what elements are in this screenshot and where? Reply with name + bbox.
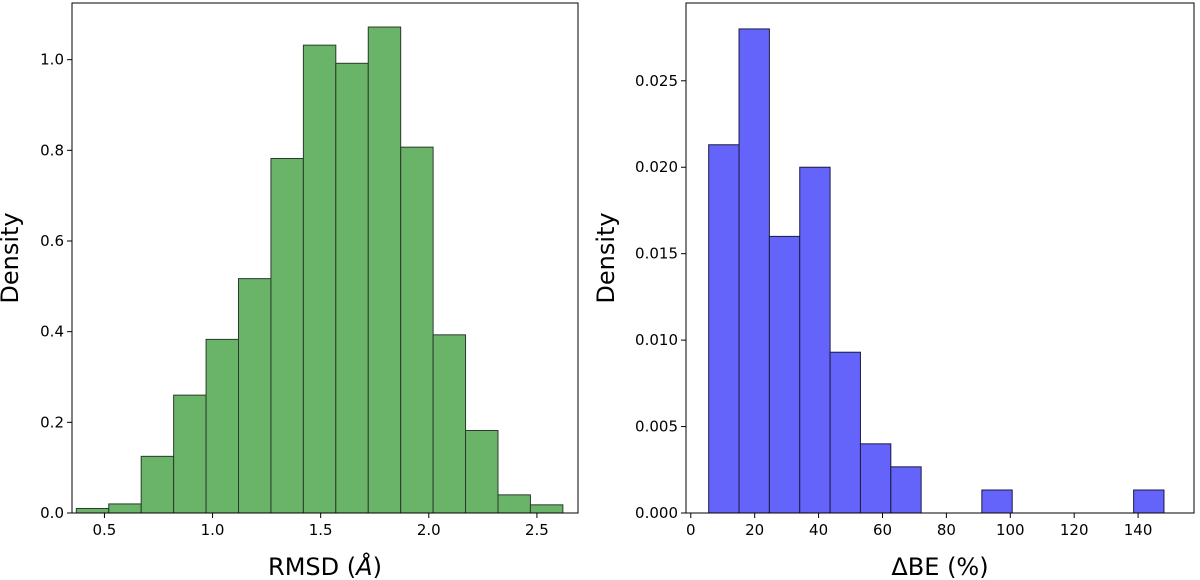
delta-be-x-tick-label: 80 [937,521,956,539]
delta-be-x-tick-label: 140 [1124,521,1153,539]
delta-be-bar-4 [829,351,861,514]
rmsd-bar-3 [173,394,207,514]
delta-be-x-axis-label: ΔBE (%) [891,553,988,580]
rmsd-bar-11 [432,334,467,514]
rmsd-bar-2 [140,455,175,514]
delta-be-y-axis-label: Density [592,212,620,303]
rmsd-y-axis: 0.0 0.2 0.4 0.6 0.8 1.0 [40,51,72,522]
rmsd-bars [75,26,564,514]
rmsd-y-axis-label: Density [0,212,24,303]
rmsd-plot-frame [71,2,579,514]
rmsd-bar-14 [529,504,564,514]
delta-be-bar-5 [859,443,892,514]
rmsd-bar-8 [335,62,369,514]
rmsd-bar-1 [108,503,142,514]
rmsd-x-axis: 0.5 1.0 1.5 2.0 2.5 [93,513,549,539]
rmsd-x-tick-label: 1.5 [309,521,333,539]
rmsd-y-tick-label: 0.4 [40,323,64,341]
delta-be-y-tick-label: 0.010 [635,331,678,349]
rmsd-bar-10 [400,146,434,514]
rmsd-bar-13 [497,494,531,514]
delta-be-plot-frame [685,2,1195,514]
delta-be-y-tick-label: 0.000 [635,504,678,522]
rmsd-bar-7 [302,44,337,514]
delta-be-bar-1 [738,28,770,514]
rmsd-x-tick-label: 2.5 [525,521,549,539]
delta-be-x-tick-label: 100 [996,521,1025,539]
angstrom-symbol: Å [354,552,372,580]
rmsd-y-tick-label: 0.2 [40,413,64,431]
delta-be-bar-3 [799,166,831,514]
delta-be-x-tick-label: 20 [745,521,764,539]
delta-be-bar-0 [708,144,740,514]
delta-be-bars [708,28,1165,514]
delta-be-bar-6 [890,466,922,514]
delta-be-histogram-panel: 0 20 40 60 80 100 120 140 0.0000.0050.0100.0150… [592,2,1195,580]
rmsd-bar-5 [238,278,272,514]
delta-be-bar-2 [768,235,801,514]
delta-be-x-tick-label: 40 [809,521,828,539]
delta-be-y-axis: 0.000 0.005 0.010 0.015 0.020 0.025 [635,72,686,522]
rmsd-y-tick-label: 0.6 [40,232,64,250]
rmsd-x-tick-label: 0.5 [93,521,117,539]
rmsd-bar-4 [205,338,240,514]
delta-be-bar-9 [981,489,1013,514]
delta-be-y-tick-label: 0.005 [635,418,678,436]
delta-be-x-tick-label: 60 [873,521,892,539]
rmsd-histogram-panel: 0.5 1.0 1.5 2.0 2.5 0.0 0.2 0.4 0.6 0.8 1.0 RMSD … [0,2,579,580]
rmsd-bar-0 [75,507,110,514]
rmsd-bar-9 [367,26,402,514]
delta-be-x-tick-label: 120 [1060,521,1089,539]
delta-be-x-axis: 0 20 40 60 80 100 120 140 [686,513,1152,539]
rmsd-y-tick-label: 0.8 [40,141,64,159]
delta-be-y-tick-label: 0.020 [635,158,678,176]
rmsd-bar-6 [270,157,304,514]
rmsd-x-tick-label: 1.0 [201,521,225,539]
rmsd-x-axis-label: RMSD (Å) [268,552,382,580]
delta-be-x-tick-label: 0 [686,521,696,539]
delta-be-y-tick-label: 0.015 [635,245,678,263]
rmsd-y-tick-label: 1.0 [40,51,64,69]
rmsd-bar-12 [465,429,499,514]
rmsd-y-tick-label: 0.0 [40,504,64,522]
delta-be-y-tick-label: 0.025 [635,72,678,90]
rmsd-x-tick-label: 2.0 [417,521,441,539]
delta-be-bar-14 [1133,489,1165,514]
